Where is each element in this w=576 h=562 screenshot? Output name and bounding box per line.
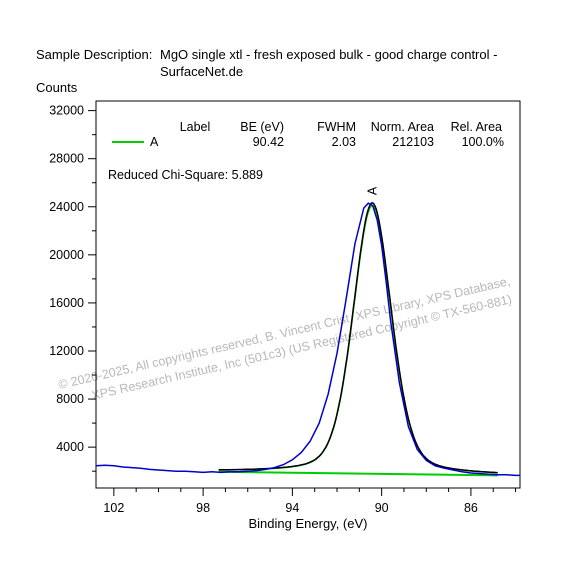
chi-square-text: Reduced Chi-Square: 5.889 xyxy=(108,168,263,182)
legend-row-rel-area: 100.0% xyxy=(462,135,504,149)
legend: Label BE (eV) FWHM Norm. Area Rel. Area … xyxy=(112,120,504,149)
legend-row-fwhm: 2.03 xyxy=(332,135,356,149)
sample-description-value: MgO single xtl - fresh exposed bulk - go… xyxy=(160,46,510,80)
watermark-line2: XPS Research Institute, Inc (501c3) (US … xyxy=(90,292,513,403)
x-tick-label: 90 xyxy=(375,501,389,515)
x-tick-label: 94 xyxy=(285,501,299,515)
legend-header-rel-area: Rel. Area xyxy=(451,120,502,134)
y-tick-label: 32000 xyxy=(49,104,84,118)
y-tick-label: 8000 xyxy=(56,392,84,406)
sample-description-line2: SurfaceNet.de xyxy=(160,64,244,79)
legend-header-norm-area: Norm. Area xyxy=(371,120,434,134)
legend-row-norm-area: 212103 xyxy=(392,135,434,149)
sample-description-label: Sample Description: xyxy=(36,47,153,62)
legend-row-be: 90.42 xyxy=(253,135,284,149)
y-tick-label: 24000 xyxy=(49,200,84,214)
x-tick-label: 86 xyxy=(464,501,478,515)
peak-label-a: A xyxy=(365,186,379,195)
x-axis-label: Binding Energy, (eV) xyxy=(248,516,368,531)
sample-description: Sample Description: MgO single xtl - fres… xyxy=(36,46,510,80)
sample-description-line1: MgO single xtl - fresh exposed bulk - go… xyxy=(160,47,498,62)
y-tick-label: 12000 xyxy=(49,344,84,358)
y-tick-label: 4000 xyxy=(56,440,84,454)
background-line xyxy=(218,470,498,477)
y-tick-label: 28000 xyxy=(49,152,84,166)
plot-frame xyxy=(95,100,521,489)
envelope-curve xyxy=(218,202,498,474)
legend-header-fwhm: FWHM xyxy=(317,120,356,134)
y-tick-label: 20000 xyxy=(49,248,84,262)
x-tick-label: 102 xyxy=(103,501,124,515)
measured-spectrum-line xyxy=(95,202,520,477)
legend-header-be: BE (eV) xyxy=(240,120,284,134)
watermark-line1: © 2020-2025, All copyrights reserved, B.… xyxy=(57,274,511,392)
y-axis-label: Counts xyxy=(36,80,78,95)
legend-row-label: A xyxy=(150,135,159,149)
x-tick-label: 98 xyxy=(196,501,210,515)
y-tick-label: 16000 xyxy=(49,296,84,310)
legend-header-label: Label xyxy=(180,120,211,134)
